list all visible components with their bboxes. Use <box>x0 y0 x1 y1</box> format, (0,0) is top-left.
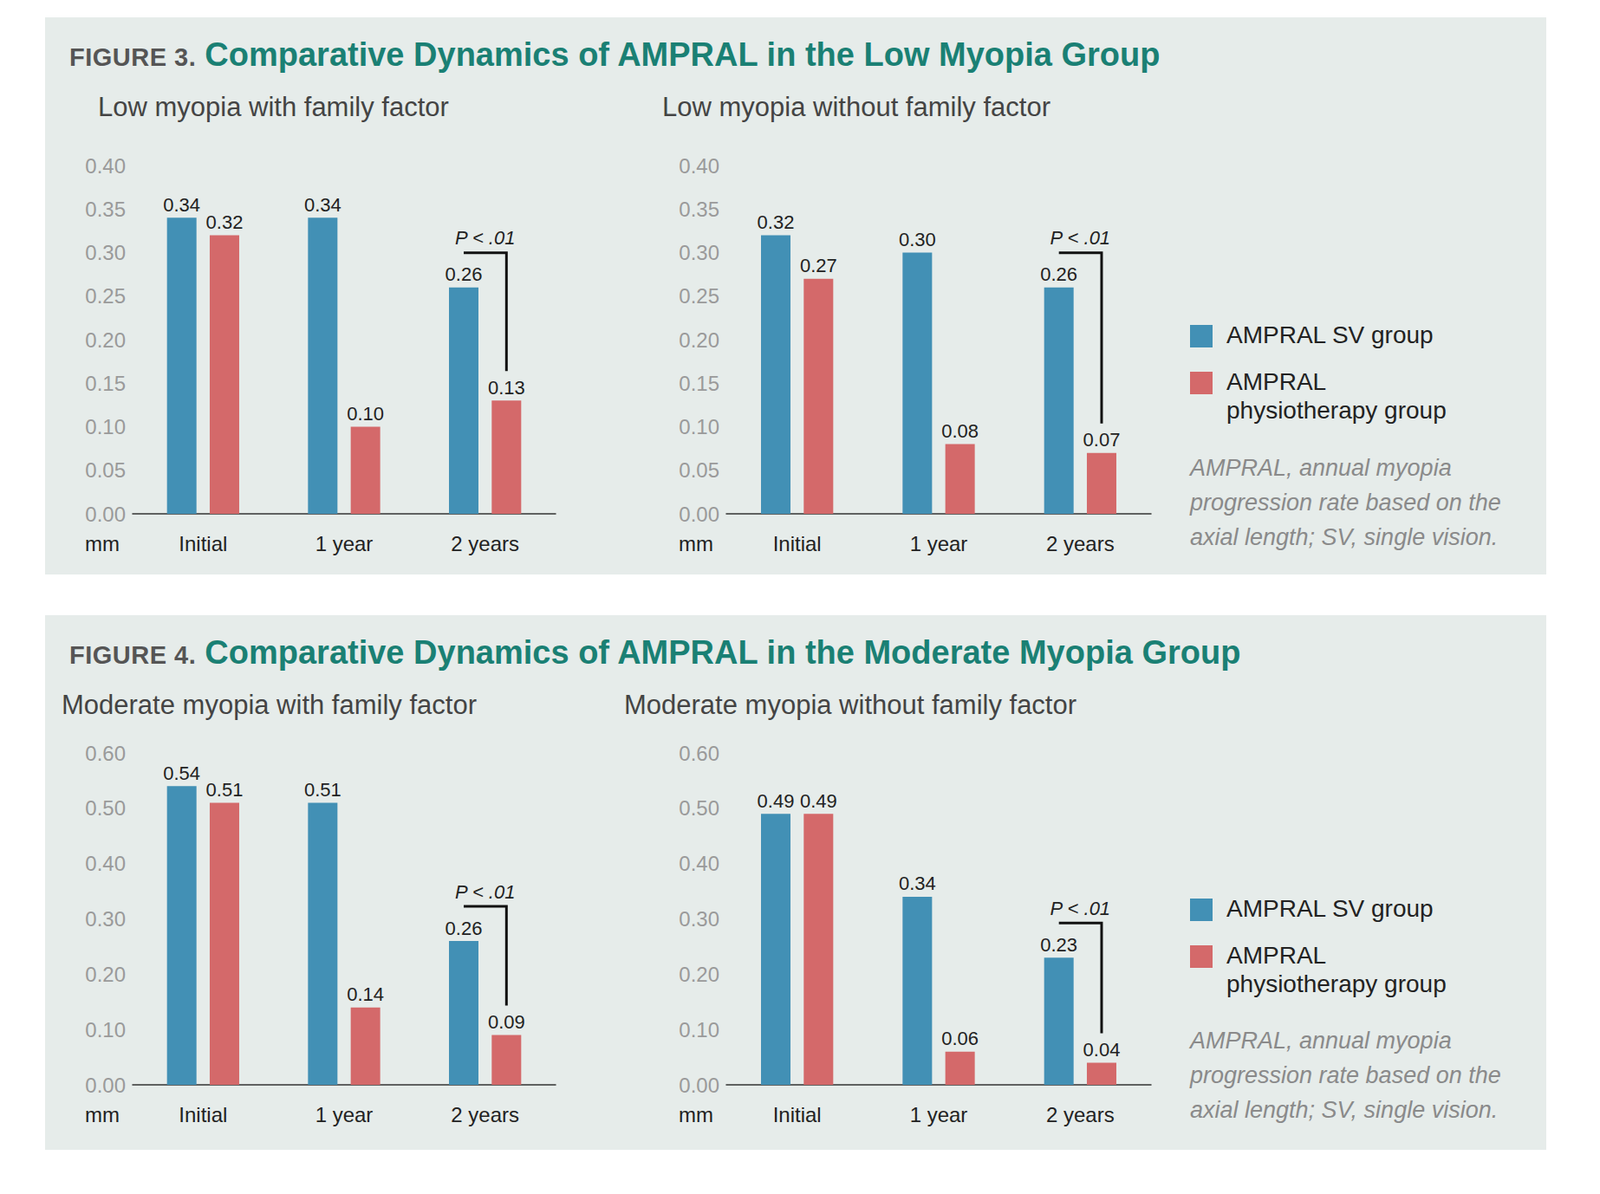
svg-text:0.25: 0.25 <box>84 284 126 308</box>
svg-text:0.34: 0.34 <box>304 194 342 216</box>
svg-text:0.27: 0.27 <box>800 254 838 277</box>
svg-text:0.00: 0.00 <box>678 1073 720 1098</box>
svg-text:1 year: 1 year <box>315 532 374 556</box>
svg-text:mm: mm <box>84 532 120 556</box>
svg-text:0.14: 0.14 <box>346 983 384 1006</box>
svg-text:0.40: 0.40 <box>678 852 720 876</box>
svg-text:P < .01: P < .01 <box>455 881 516 904</box>
svg-text:2 years: 2 years <box>1046 532 1115 556</box>
html-text:FIGURE 3. Comparative Dynamics: FIGURE 3. Comparative Dynamics of AMPRAL… <box>69 36 1161 73</box>
svg-text:0.10: 0.10 <box>678 1018 720 1042</box>
svg-text:mm: mm <box>678 532 714 556</box>
svg-text:0.51: 0.51 <box>206 779 244 801</box>
html-text:Moderate myopia with family fa: Moderate myopia with family factor <box>61 689 477 721</box>
svg-text:0.04: 0.04 <box>1083 1039 1121 1061</box>
svg-text:0.35: 0.35 <box>678 197 720 222</box>
svg-text:0.13: 0.13 <box>487 377 526 399</box>
svg-text:0.49: 0.49 <box>757 790 795 813</box>
svg-text:0.50: 0.50 <box>678 796 720 820</box>
html-text:AMPRAL, annual myopia progress: AMPRAL, annual myopia progression rate b… <box>1190 455 1502 551</box>
svg-text:0.26: 0.26 <box>445 917 483 940</box>
svg-text:0.30: 0.30 <box>678 240 720 265</box>
svg-text:1 year: 1 year <box>315 1103 374 1127</box>
svg-text:0.00: 0.00 <box>678 502 720 527</box>
svg-text:0.25: 0.25 <box>678 284 720 308</box>
svg-text:Initial: Initial <box>773 532 822 556</box>
svg-text:0.40: 0.40 <box>678 154 720 178</box>
svg-text:0.30: 0.30 <box>678 907 720 931</box>
svg-text:0.10: 0.10 <box>84 415 126 439</box>
svg-text:0.15: 0.15 <box>84 371 126 396</box>
svg-text:0.07: 0.07 <box>1083 429 1121 451</box>
html-text:Low myopia with family factor: Low myopia with family factor <box>97 91 449 123</box>
svg-text:2 years: 2 years <box>450 1103 520 1127</box>
svg-text:P < .01: P < .01 <box>1050 227 1112 249</box>
svg-text:Initial: Initial <box>178 532 228 556</box>
html-text:AMPRAL physiotherapy group: AMPRAL physiotherapy group <box>1226 942 1447 998</box>
html-text:AMPRAL SV group: AMPRAL SV group <box>1226 321 1434 349</box>
svg-text:0.05: 0.05 <box>84 458 126 482</box>
html-text:Moderate myopia without family: Moderate myopia without family factor <box>624 689 1077 721</box>
svg-text:0.10: 0.10 <box>84 1018 126 1042</box>
svg-text:P < .01: P < .01 <box>455 227 516 249</box>
svg-text:0.30: 0.30 <box>84 907 126 931</box>
svg-text:2 years: 2 years <box>1046 1103 1115 1127</box>
svg-text:0.34: 0.34 <box>162 194 201 216</box>
svg-text:mm: mm <box>84 1103 120 1127</box>
svg-text:0.10: 0.10 <box>678 415 720 439</box>
svg-text:0.40: 0.40 <box>84 852 126 876</box>
svg-text:0.35: 0.35 <box>84 197 126 222</box>
svg-text:0.23: 0.23 <box>1040 934 1078 957</box>
html-text:AMPRAL physiotherapy group: AMPRAL physiotherapy group <box>1226 368 1447 424</box>
svg-text:2 years: 2 years <box>450 532 520 556</box>
html-text:FIGURE 4. Comparative Dynamics: FIGURE 4. Comparative Dynamics of AMPRAL… <box>69 634 1241 671</box>
svg-text:P < .01: P < .01 <box>1050 897 1112 920</box>
svg-text:Initial: Initial <box>773 1103 822 1127</box>
svg-text:0.05: 0.05 <box>678 458 720 482</box>
svg-text:0.50: 0.50 <box>84 796 126 820</box>
svg-text:0.51: 0.51 <box>304 779 342 801</box>
svg-text:0.60: 0.60 <box>84 741 126 766</box>
svg-text:0.60: 0.60 <box>678 741 720 766</box>
html-text:AMPRAL SV group: AMPRAL SV group <box>1226 895 1434 923</box>
svg-text:0.54: 0.54 <box>162 762 201 785</box>
svg-text:1 year: 1 year <box>910 1103 969 1127</box>
svg-text:0.34: 0.34 <box>898 872 937 895</box>
svg-text:0.32: 0.32 <box>206 211 244 234</box>
svg-text:0.20: 0.20 <box>678 328 720 352</box>
html-text:AMPRAL, annual myopia progress: AMPRAL, annual myopia progression rate b… <box>1190 1027 1502 1124</box>
svg-text:0.20: 0.20 <box>84 328 126 352</box>
svg-text:0.15: 0.15 <box>678 371 720 396</box>
svg-text:0.40: 0.40 <box>84 154 126 178</box>
svg-text:0.00: 0.00 <box>84 502 126 527</box>
svg-text:0.08: 0.08 <box>941 420 979 443</box>
svg-text:0.26: 0.26 <box>1040 263 1078 286</box>
svg-text:0.20: 0.20 <box>84 962 126 987</box>
svg-text:0.06: 0.06 <box>941 1027 979 1050</box>
svg-text:0.00: 0.00 <box>84 1073 126 1098</box>
svg-text:0.49: 0.49 <box>800 790 838 813</box>
svg-text:0.30: 0.30 <box>898 228 937 251</box>
svg-text:0.09: 0.09 <box>487 1011 526 1034</box>
svg-text:0.30: 0.30 <box>84 240 126 265</box>
svg-text:mm: mm <box>678 1103 714 1127</box>
svg-text:Initial: Initial <box>178 1103 228 1127</box>
svg-text:0.26: 0.26 <box>445 263 483 286</box>
svg-text:1 year: 1 year <box>910 532 969 556</box>
html-text:Low myopia without family fact: Low myopia without family factor <box>662 91 1051 123</box>
svg-text:0.10: 0.10 <box>346 403 384 425</box>
svg-text:0.32: 0.32 <box>757 211 795 234</box>
svg-text:0.20: 0.20 <box>678 962 720 987</box>
